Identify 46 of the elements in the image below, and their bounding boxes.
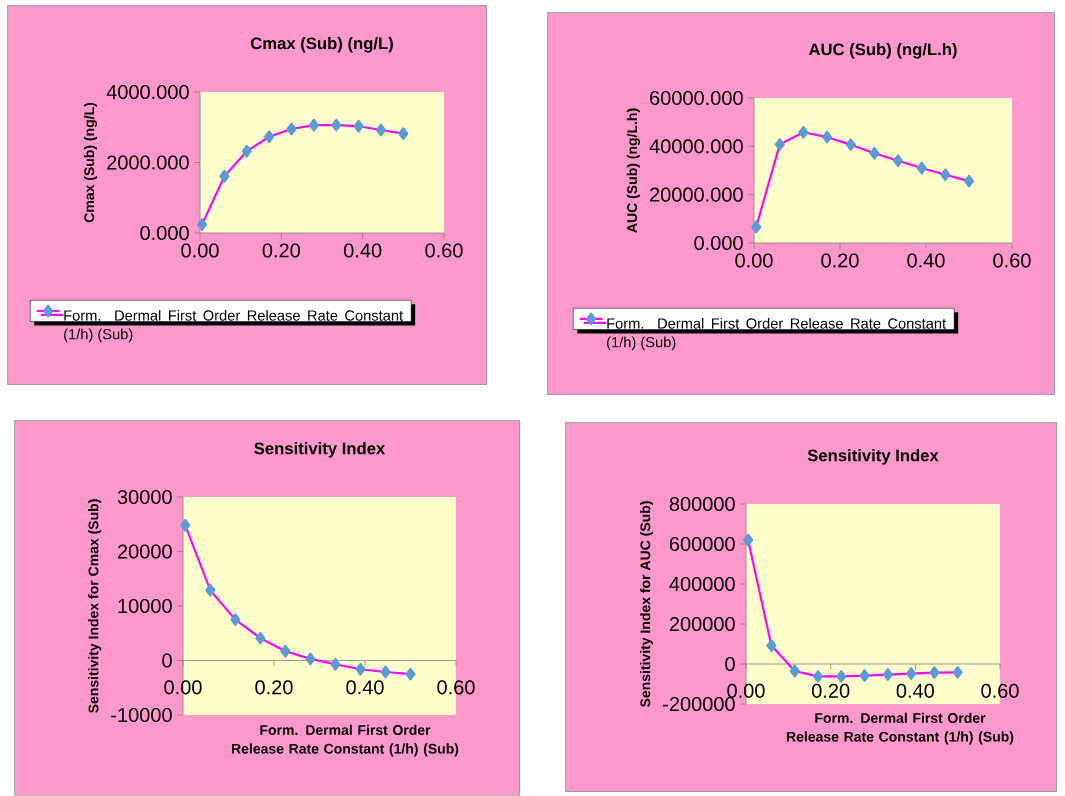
x-axis-title: Form. Dermal First Order Release Rate Constant (1/h) (Sub)	[231, 724, 459, 757]
chart-title: AUC (Sub) (ng/L.h)	[808, 43, 957, 59]
x-tick-label: 0.00	[727, 683, 765, 698]
x-tick-label: 0.20	[255, 680, 293, 695]
y-axis-title: AUC (Sub) (ng/L.h)	[626, 108, 640, 233]
y-tick-label: -10000	[111, 707, 172, 723]
chart-title: Cmax (Sub) (ng/L)	[250, 37, 393, 53]
y-tick-label: 20000.000	[650, 187, 743, 202]
y-tick-label: 400000	[669, 576, 735, 592]
x-tick-label: 0.20	[262, 243, 300, 258]
x-tick-label: 0.40	[896, 683, 934, 698]
y-tick-label: 200000	[669, 616, 735, 632]
x-tick-label: 0.00	[735, 253, 773, 268]
y-tick-label: 4000.000	[106, 84, 189, 100]
x-tick-label: 0.60	[993, 253, 1031, 268]
x-tick-label: 0.60	[437, 680, 475, 695]
x-tick-label: 0.00	[181, 243, 219, 258]
y-axis-title: Cmax (Sub) (ng/L)	[83, 103, 98, 223]
y-tick-label: 60000.000	[650, 90, 743, 106]
chart-title: Sensitivity Index	[254, 442, 386, 458]
x-tick-label: 0.40	[343, 243, 382, 258]
x-tick-label: 0.60	[425, 243, 463, 258]
y-tick-label: 600000	[669, 536, 735, 552]
y-tick-label: 10000	[118, 598, 172, 614]
y-tick-label: 0	[162, 653, 172, 668]
x-tick-label: 0.20	[811, 683, 850, 698]
y-tick-label: 0	[725, 656, 735, 672]
y-tick-label: 800000	[669, 496, 735, 512]
y-tick-label: 2000.000	[107, 155, 189, 170]
legend-label: Form. Dermal First Order Release Rate Constant (1/h) (Sub)	[64, 309, 404, 343]
chart-title: Sensitivity Index	[807, 449, 939, 465]
y-tick-label: 20000	[117, 544, 172, 559]
x-tick-label: 0.00	[164, 680, 202, 695]
x-tick-label: 0.40	[346, 680, 384, 695]
y-tick-label: 0.000	[140, 225, 189, 241]
y-tick-label: -200000	[663, 696, 735, 712]
x-tick-label: 0.60	[981, 683, 1019, 698]
y-tick-label: 40000.000	[649, 139, 743, 154]
x-axis-title: Form. Dermal First Order Release Rate Constant (1/h) (Sub)	[786, 712, 1014, 745]
y-tick-label: 30000	[117, 489, 172, 505]
x-tick-label: 0.20	[821, 253, 859, 268]
x-tick-label: 0.40	[907, 253, 945, 268]
y-axis-title: Sensitivity Index for Cmax (Sub)	[88, 499, 102, 714]
y-tick-label: 0.000	[694, 235, 743, 251]
y-axis-title: Sensitivity Index for AUC (Sub)	[640, 501, 654, 708]
legend-label: Form. Dermal First Order Release Rate Constant (1/h) (Sub)	[607, 317, 947, 351]
